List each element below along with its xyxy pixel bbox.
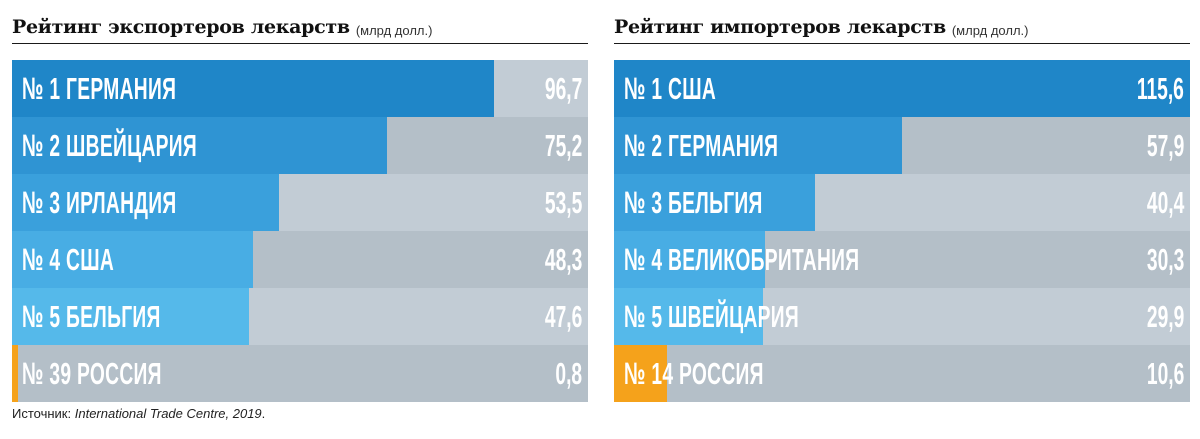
source-prefix: Источник: — [12, 406, 72, 421]
bar-row: № 3 БЕЛЬГИЯ 40,4 — [614, 174, 1190, 231]
bar-value-label: 57,9 — [1146, 128, 1184, 163]
bar-label: № 3 ИРЛАНДИЯ — [22, 185, 177, 220]
bar-value-label: 48,3 — [544, 242, 582, 277]
bar-value-label: 10,6 — [1146, 356, 1184, 391]
bar-label: № 3 БЕЛЬГИЯ — [624, 185, 763, 220]
source-note: Источник: International Trade Centre, 20… — [12, 406, 265, 421]
bar-row: № 4 США 48,3 — [12, 231, 588, 288]
bar-label: № 5 БЕЛЬГИЯ — [22, 299, 161, 334]
bar — [12, 231, 253, 288]
importers-unit: (млрд долл.) — [951, 23, 1029, 38]
bar-value-label: 40,4 — [1146, 185, 1184, 220]
bar-value-label: 96,7 — [544, 71, 582, 106]
bar-row: № 14 РОССИЯ 10,6 — [614, 345, 1190, 402]
bar-value-label: 0,8 — [555, 356, 582, 391]
bar-row: № 1 ГЕРМАНИЯ 96,7 — [12, 60, 588, 117]
bar — [614, 117, 903, 174]
bar-value-label: 29,9 — [1146, 299, 1184, 334]
bar-row: № 2 ШВЕЙЦАРИЯ 75,2 — [12, 117, 588, 174]
bar — [12, 117, 387, 174]
bar-row: № 2 ГЕРМАНИЯ 57,9 — [614, 117, 1190, 174]
bar — [614, 60, 1190, 117]
exporters-panel: Рейтинг экспортеров лекарств (млрд долл.… — [12, 14, 588, 402]
bar — [614, 174, 816, 231]
exporters-header: Рейтинг экспортеров лекарств (млрд долл.… — [12, 14, 588, 44]
importers-header: Рейтинг импортеров лекарств (млрд долл.) — [614, 14, 1190, 44]
importers-title: Рейтинг импортеров лекарств — [614, 16, 946, 38]
bar-value-label: 30,3 — [1146, 242, 1184, 277]
bar-row: № 4 ВЕЛИКОБРИТАНИЯ 30,3 — [614, 231, 1190, 288]
bar — [614, 345, 667, 402]
bar — [12, 60, 494, 117]
bar — [12, 345, 18, 402]
bar-label: № 14 РОССИЯ — [624, 356, 764, 391]
importers-bars: № 1 США 115,6 № 2 ГЕРМАНИЯ 57,9 № 3 БЕЛЬГИЯ 4… — [614, 60, 1190, 402]
bar — [614, 288, 763, 345]
source-text: International Trade Centre, 2019 — [74, 406, 262, 421]
importers-panel: Рейтинг импортеров лекарств (млрд долл.)… — [614, 14, 1190, 402]
source-period: . — [261, 406, 266, 421]
exporters-unit: (млрд долл.) — [355, 23, 433, 38]
bar-value-label: 75,2 — [544, 128, 582, 163]
bar-label: № 2 ГЕРМАНИЯ — [624, 128, 779, 163]
bar-value-label: 115,6 — [1136, 71, 1184, 106]
bar-label: № 1 США — [624, 71, 717, 106]
bar-row: № 5 ШВЕЙЦАРИЯ 29,9 — [614, 288, 1190, 345]
bar-label: № 1 ГЕРМАНИЯ — [22, 71, 177, 106]
bar — [614, 231, 765, 288]
bar-label: № 5 ШВЕЙЦАРИЯ — [624, 299, 800, 334]
bar-value-label: 47,6 — [544, 299, 582, 334]
bar-label: № 4 ВЕЛИКОБРИТАНИЯ — [624, 242, 860, 277]
bar-label: № 2 ШВЕЙЦАРИЯ — [22, 128, 198, 163]
bar-label: № 39 РОССИЯ — [22, 356, 162, 391]
bar — [12, 174, 279, 231]
bar-label: № 4 США — [22, 242, 115, 277]
bar-value-label: 53,5 — [544, 185, 582, 220]
bar-row: № 1 США 115,6 — [614, 60, 1190, 117]
bar — [12, 288, 250, 345]
exporters-bars: № 1 ГЕРМАНИЯ 96,7 № 2 ШВЕЙЦАРИЯ 75,2 № 3 ИРЛ… — [12, 60, 588, 402]
bar-row: № 39 РОССИЯ 0,8 — [12, 345, 588, 402]
bar-row: № 3 ИРЛАНДИЯ 53,5 — [12, 174, 588, 231]
exporters-title: Рейтинг экспортеров лекарств — [12, 16, 350, 38]
bar-row: № 5 БЕЛЬГИЯ 47,6 — [12, 288, 588, 345]
